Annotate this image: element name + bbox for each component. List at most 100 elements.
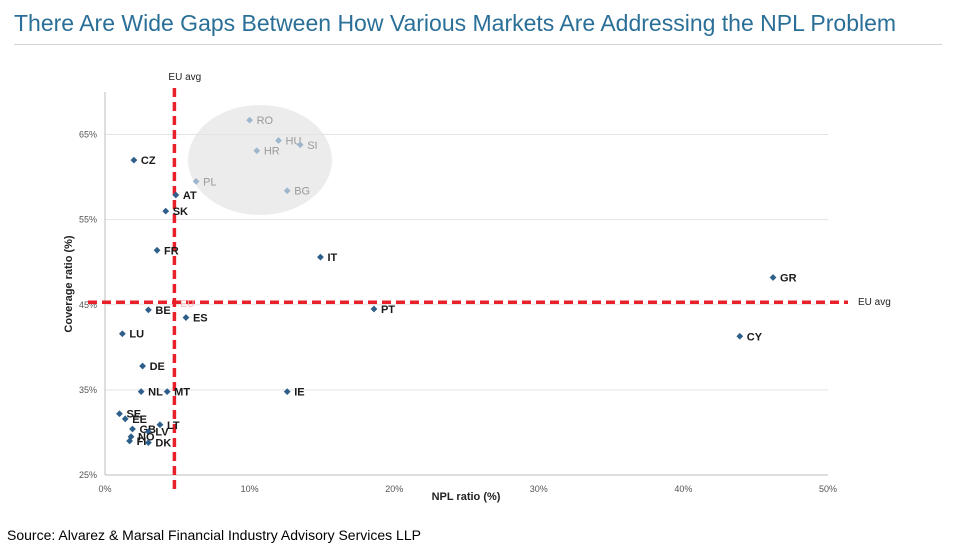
data-point-cz: CZ — [130, 155, 156, 167]
point-marker — [137, 388, 145, 395]
point-marker — [192, 177, 200, 185]
point-label: ES — [193, 313, 208, 325]
point-label: SK — [173, 206, 188, 218]
eu-point-label: EU — [180, 299, 194, 310]
highlight-ellipse — [188, 105, 332, 215]
scatter-chart: 0% 10% 20% 30% 40% 50%25%35%45%55%65% EU avgE… — [63, 72, 891, 503]
point-marker — [736, 332, 744, 340]
data-point-mt: MT — [163, 387, 190, 399]
y-tick-label: 45% — [79, 300, 97, 310]
point-marker — [163, 388, 171, 395]
point-marker — [253, 147, 261, 155]
point-marker — [144, 439, 152, 447]
point-label: LV — [155, 427, 169, 439]
point-label: IE — [294, 387, 304, 399]
point-marker — [296, 141, 304, 149]
data-point-ie: IE — [283, 387, 305, 399]
point-marker — [283, 187, 291, 195]
point-label: IT — [327, 252, 337, 264]
tick-labels: 0% 10% 20% 30% 40% 50% 25% 35% 45% 55% 65% — [79, 130, 837, 494]
point-label: RO — [257, 115, 274, 127]
point-label: LU — [129, 329, 144, 341]
point-label: GR — [780, 273, 797, 285]
point-marker — [246, 116, 253, 124]
point-label: MT — [174, 387, 190, 399]
point-marker — [116, 410, 123, 418]
page-title: There Are Wide Gaps Between How Various … — [14, 10, 897, 36]
data-point-es: ES — [182, 313, 208, 325]
data-point-cy: CY — [736, 331, 763, 343]
point-marker — [139, 362, 146, 370]
source-note: Source: Alvarez & Marsal Financial Indus… — [7, 527, 421, 543]
data-point-fr: FR — [153, 245, 179, 257]
point-marker — [769, 274, 777, 281]
point-marker — [121, 415, 129, 423]
eu-average-lines: EU avg EU avg EU — [88, 72, 891, 490]
x-axis-label: NPL ratio (%) — [432, 491, 501, 503]
point-marker — [118, 330, 126, 338]
data-point-si: SI — [296, 140, 318, 152]
axes — [104, 92, 828, 476]
y-tick-label: 25% — [79, 470, 97, 480]
point-label: AT — [183, 190, 197, 202]
data-point-at: AT — [172, 190, 197, 202]
y-axis-label: Coverage ratio (%) — [63, 235, 75, 333]
point-marker — [317, 253, 324, 261]
data-point-it: IT — [317, 252, 338, 264]
data-point-lv: LV — [144, 427, 169, 439]
point-marker — [283, 388, 291, 395]
point-label: FR — [164, 245, 179, 257]
point-marker — [144, 306, 152, 314]
x-tick-label: 30% — [530, 484, 548, 494]
data-point-hr: HR — [253, 146, 280, 158]
point-marker — [275, 137, 282, 144]
x-tick-label: 10% — [241, 484, 259, 494]
point-label: HR — [264, 146, 280, 158]
point-marker — [130, 156, 138, 164]
y-tick-label: 65% — [79, 130, 97, 140]
data-point-gr: GR — [769, 273, 797, 285]
data-point-bg: BG — [283, 186, 310, 198]
data-point-pl: PL — [192, 176, 217, 188]
point-label: DK — [155, 438, 171, 450]
point-label: DE — [150, 361, 165, 373]
point-label: CY — [747, 331, 763, 343]
point-marker — [182, 314, 190, 321]
point-label: EE — [132, 414, 147, 426]
title-divider — [14, 44, 942, 45]
data-point-de: DE — [139, 361, 165, 373]
point-label: NO — [138, 432, 155, 444]
point-label: BG — [294, 186, 310, 198]
point-marker — [370, 305, 378, 313]
eu-avg-horizontal-label: EU avg — [858, 297, 891, 308]
data-point-pt: PT — [370, 304, 395, 316]
point-marker — [153, 246, 161, 254]
point-label: FI — [137, 436, 147, 448]
grid-lines — [105, 134, 828, 391]
data-point-ro: RO — [246, 115, 274, 127]
data-point-lu: LU — [118, 329, 144, 341]
x-tick-label: 0% — [98, 484, 111, 494]
point-marker — [144, 428, 152, 435]
data-point-ee: EE — [121, 414, 147, 426]
point-label: LT — [167, 420, 180, 432]
data-point-nl: NL — [137, 387, 163, 399]
y-tick-label: 35% — [79, 385, 97, 395]
x-tick-label: 40% — [674, 484, 692, 494]
eu-avg-vertical-label: EU avg — [168, 72, 201, 83]
point-label: PT — [381, 304, 395, 316]
data-point-be: BE — [144, 305, 171, 317]
data-point-se: SE — [116, 409, 141, 421]
x-tick-label: 50% — [819, 484, 837, 494]
data-point-dk: DK — [144, 438, 171, 450]
point-label: NL — [148, 387, 163, 399]
x-tick-label: 20% — [385, 484, 403, 494]
point-label: SI — [307, 140, 317, 152]
point-label: PL — [203, 176, 216, 188]
y-tick-label: 55% — [79, 215, 97, 225]
data-point-sk: SK — [162, 206, 188, 218]
point-label: SE — [126, 409, 141, 421]
point-label: BE — [155, 305, 170, 317]
point-label: CZ — [141, 155, 156, 167]
